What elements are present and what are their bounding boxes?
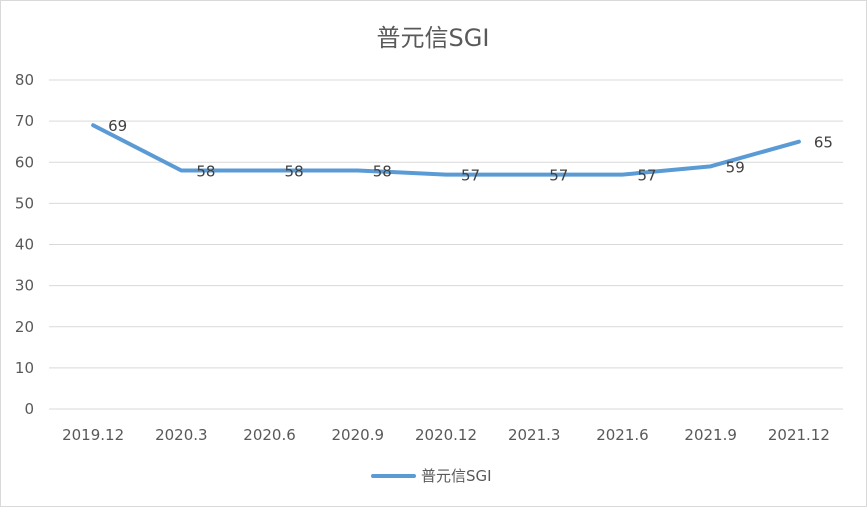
y-tick-label: 70 (15, 112, 34, 130)
legend: 普元信SGI (371, 467, 492, 485)
data-label: 57 (637, 167, 656, 185)
y-tick-label: 60 (15, 153, 34, 171)
data-label: 59 (726, 158, 745, 176)
series-line (91, 123, 801, 177)
x-tick-label: 2020.6 (243, 426, 296, 444)
x-tick-label: 2020.9 (332, 426, 385, 444)
legend-label: 普元信SGI (421, 467, 492, 485)
x-tick-label: 2021.9 (684, 426, 737, 444)
data-label: 65 (814, 134, 833, 152)
data-label: 57 (549, 167, 568, 185)
series-layer (91, 123, 801, 177)
chart-title: 普元信SGI (377, 24, 490, 52)
y-axis-ticks: 0 10 20 30 40 50 60 70 80 (15, 71, 34, 418)
y-tick-label: 10 (15, 359, 34, 377)
data-label: 69 (108, 117, 127, 135)
x-tick-label: 2020.3 (155, 426, 208, 444)
gridlines (49, 79, 843, 410)
y-tick-label: 0 (24, 400, 34, 418)
y-tick-label: 20 (15, 318, 34, 336)
data-label: 58 (373, 162, 392, 180)
data-label: 58 (196, 162, 215, 180)
x-tick-label: 2019.12 (62, 426, 124, 444)
data-label: 57 (461, 167, 480, 185)
y-tick-label: 80 (15, 71, 34, 89)
data-label: 58 (285, 162, 304, 180)
y-tick-label: 40 (15, 236, 34, 254)
x-axis-ticks: 2019.12 2020.3 2020.6 2020.9 2020.12 2021.3 20… (62, 426, 830, 444)
x-tick-label: 2020.12 (415, 426, 477, 444)
data-labels: 69 58 58 58 57 57 57 59 65 (108, 117, 833, 184)
x-tick-label: 2021.3 (508, 426, 561, 444)
y-tick-label: 50 (15, 194, 34, 212)
x-tick-label: 2021.6 (596, 426, 649, 444)
y-tick-label: 30 (15, 277, 34, 295)
x-tick-label: 2021.12 (768, 426, 830, 444)
